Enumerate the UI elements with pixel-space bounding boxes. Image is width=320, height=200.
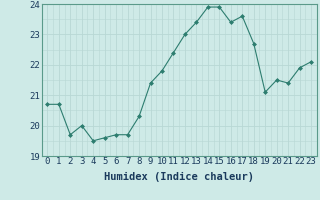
X-axis label: Humidex (Indice chaleur): Humidex (Indice chaleur) (104, 172, 254, 182)
